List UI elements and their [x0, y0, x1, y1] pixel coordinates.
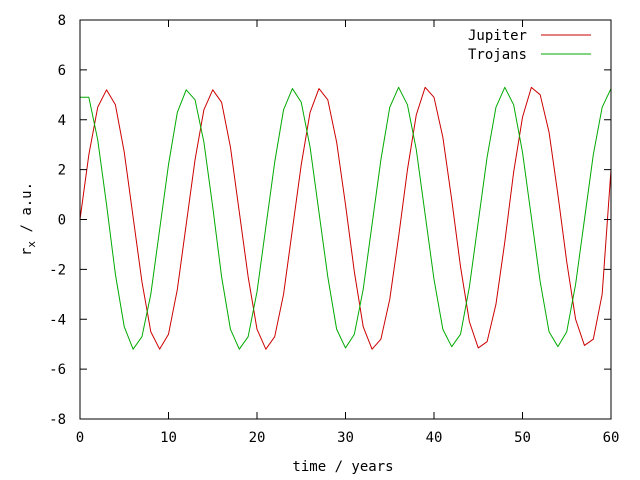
y-tick-label: -6 — [49, 362, 66, 378]
x-tick-label: 40 — [426, 430, 443, 446]
y-tick-label: 6 — [58, 63, 66, 79]
legend-label-trojans: Trojans — [468, 47, 527, 63]
series-line-jupiter — [79, 86, 612, 350]
y-tick-label: -8 — [49, 412, 66, 428]
legend-label-jupiter: Jupiter — [468, 28, 527, 44]
y-tick-label: 4 — [58, 113, 66, 129]
legend: Jupiter Trojans — [468, 28, 591, 63]
x-tick-label: 0 — [76, 430, 84, 446]
axis-tick-labels: 0 10 20 30 40 50 60 -8 -6 -4 -2 0 2 4 6 8 — [49, 13, 619, 446]
y-tick-label: 2 — [58, 163, 66, 179]
x-tick-label: 60 — [603, 430, 620, 446]
y-tick-label: -2 — [49, 262, 66, 278]
x-axis-label: time / years — [292, 459, 393, 475]
x-tick-label: 10 — [160, 430, 177, 446]
y-tick-label: 0 — [58, 213, 66, 229]
x-tick-label: 30 — [337, 430, 354, 446]
x-tick-label: 20 — [249, 430, 266, 446]
plot-lines — [79, 86, 612, 350]
axis-ticks — [79, 19, 612, 420]
y-tick-label: -4 — [49, 312, 66, 328]
x-tick-label: 50 — [514, 430, 531, 446]
y-tick-label: 8 — [58, 13, 66, 29]
y-axis-label: rx / a.u. — [19, 182, 38, 256]
series-line-trojans — [80, 86, 612, 350]
y-axis-label-unit: / a.u. — [19, 182, 35, 241]
y-axis-label-main: r — [19, 248, 35, 256]
y-axis-label-subscript: x — [25, 241, 38, 248]
